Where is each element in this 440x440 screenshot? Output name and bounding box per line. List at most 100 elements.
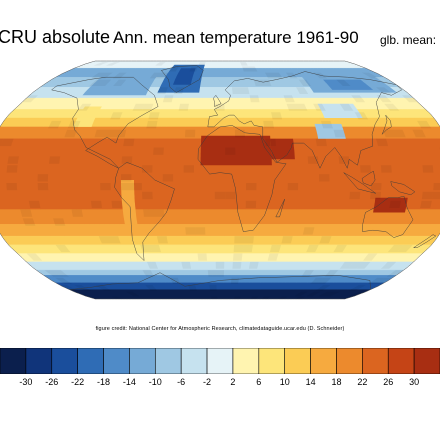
grid-cell	[315, 285, 331, 291]
temperature-patch-arabia	[270, 138, 295, 160]
grid-cell	[351, 95, 366, 103]
grid-cell	[112, 72, 127, 79]
grid-cell	[338, 156, 350, 164]
grid-cell	[283, 95, 295, 103]
grid-cell	[240, 62, 248, 66]
colorbar-swatch	[258, 348, 286, 374]
colorbar-tick-label: -14	[122, 377, 136, 387]
zonal-band-11	[1, 235, 439, 246]
grid-cell	[52, 270, 69, 277]
zonal-band-18	[69, 289, 371, 299]
grid-cell	[356, 261, 371, 269]
coastline-north-america	[51, 76, 159, 169]
grid-cell	[384, 103, 400, 111]
colorbar-swatch	[336, 348, 363, 374]
grid-cell	[347, 261, 362, 269]
grid-cell	[131, 183, 142, 191]
grid-cell	[178, 103, 189, 111]
coastline-indonesia	[343, 172, 377, 194]
grid-cell	[141, 165, 153, 173]
grid-cell	[333, 244, 347, 253]
grid-cell	[123, 138, 135, 147]
grid-cell	[113, 79, 127, 86]
grid-cell	[215, 261, 225, 269]
grid-cell	[339, 261, 354, 269]
grid-cell	[234, 129, 246, 138]
grid-cell	[294, 291, 308, 297]
grid-cell	[248, 261, 259, 269]
grid-cell	[370, 191, 382, 200]
grid-cell	[105, 62, 120, 66]
grid-cell	[111, 200, 123, 208]
grid-cell	[320, 120, 334, 129]
grid-cell	[306, 244, 319, 253]
grid-cell	[1, 138, 14, 147]
grid-cell	[0, 138, 4, 147]
grid-cell	[422, 165, 434, 173]
grid-cell	[37, 183, 49, 191]
grid-cell	[302, 227, 315, 235]
grid-cell	[361, 72, 380, 79]
grid-cell	[188, 285, 197, 291]
colorbar-tick-label: 30	[409, 377, 420, 387]
temperature-patch-greenland-core	[173, 68, 196, 85]
grid-cell	[392, 129, 406, 138]
grid-cell	[240, 87, 250, 94]
grid-cell	[181, 261, 192, 269]
colorbar-swatch	[129, 348, 156, 374]
grid-cell	[44, 270, 62, 277]
grid-cell	[71, 209, 83, 217]
colorbar-swatch	[232, 348, 260, 374]
grid-cell	[169, 66, 180, 72]
grid-cell	[264, 72, 276, 79]
grid-cell	[253, 79, 264, 86]
grid-cell	[233, 253, 243, 261]
grid-cell	[313, 72, 328, 79]
map-outline	[0, 60, 440, 300]
grid-cell	[376, 87, 393, 94]
grid-cell	[55, 277, 73, 284]
grid-cell	[298, 79, 312, 86]
temperature-patch-north-canada	[82, 74, 158, 96]
temperature-patch-tibet	[314, 123, 346, 139]
grid-cell	[22, 95, 38, 103]
temperature-patch-andes	[120, 180, 138, 225]
grid-cell	[100, 183, 111, 191]
grid-cell	[214, 191, 226, 200]
grid-cell	[90, 72, 106, 79]
grid-cell	[104, 129, 117, 138]
grid-cell	[245, 200, 257, 208]
grid-cell	[349, 191, 361, 200]
grid-cell	[363, 253, 378, 261]
grid-cell	[336, 79, 351, 86]
grid-cell	[271, 72, 283, 79]
coastline-africa	[197, 125, 287, 232]
grid-cell	[225, 191, 236, 200]
grid-cell	[348, 291, 366, 297]
grid-cell	[387, 244, 404, 253]
grid-cell	[93, 62, 109, 66]
grid-cell	[64, 129, 77, 138]
colorbar-tick-label: -2	[203, 377, 212, 387]
grid-cell	[421, 191, 434, 200]
colorbar-tick-label: -6	[177, 377, 186, 387]
grid-cell	[234, 236, 245, 244]
colorbar-swatch	[180, 348, 208, 374]
colorbar-tick-label: 10	[279, 377, 290, 387]
dataset-title: CRU absolute	[0, 27, 111, 47]
grid-cell	[90, 200, 102, 208]
grid-cell	[146, 120, 158, 129]
grid-cell	[126, 291, 140, 297]
grid-cell	[121, 156, 133, 164]
grid-cell	[315, 138, 327, 147]
temperature-map	[0, 60, 440, 300]
temperature-patch-mongolia	[317, 103, 363, 118]
grid-cell	[74, 285, 92, 291]
grid-cell	[265, 138, 276, 147]
grid-cell	[281, 236, 293, 244]
grid-cell	[396, 244, 413, 253]
figure-credit: figure credit: National Center for Atmos…	[95, 326, 345, 332]
grid-cell	[376, 138, 389, 147]
grid-cell	[157, 72, 169, 79]
grid-cell	[28, 200, 41, 208]
